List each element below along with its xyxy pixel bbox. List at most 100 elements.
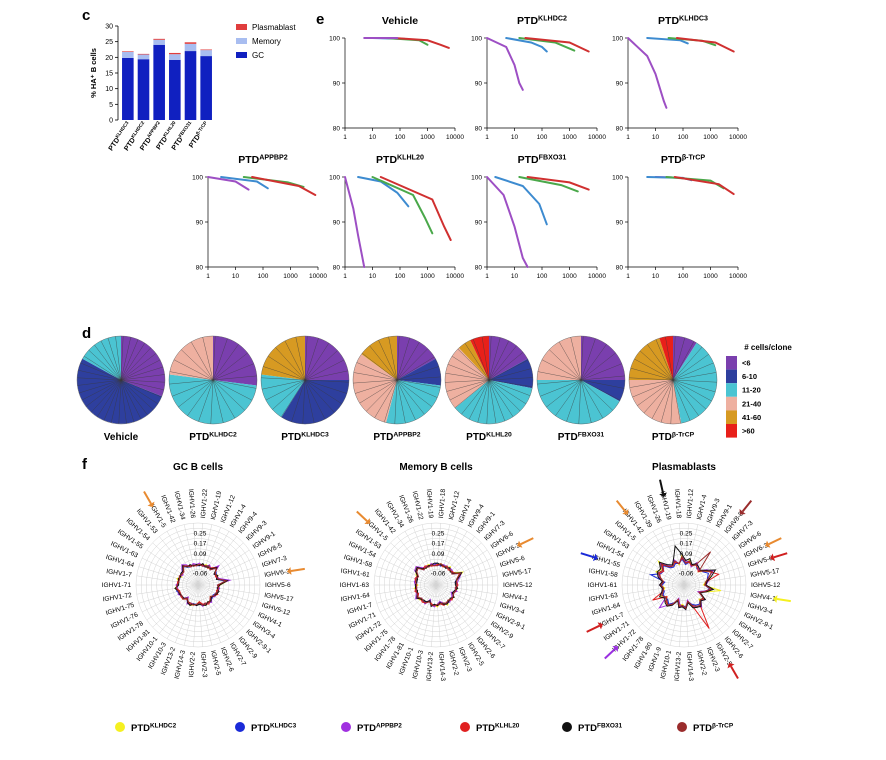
pie-slice: [445, 347, 489, 408]
radar-radial-tick: 0.17: [194, 541, 207, 548]
pie-clone-divider: [120, 379, 154, 411]
pie-clone-divider: [120, 379, 142, 420]
line-x-tick-label: 10000: [729, 273, 747, 280]
radar-radial-tick: -0.06: [431, 570, 446, 577]
pie-clone-divider: [672, 379, 716, 393]
pie-clone-divider: [212, 379, 224, 423]
radar-grid-spoke: [435, 584, 451, 646]
pie-clone-divider: [263, 366, 306, 381]
pie-outline: [628, 335, 718, 425]
radar-grid-spoke: [197, 584, 255, 613]
radar-arrow-head: [770, 553, 775, 562]
pie-clone-divider: [212, 336, 216, 381]
pie-legend-swatch: [726, 369, 737, 384]
pie-clone-divider: [537, 379, 582, 385]
pie-clone-divider: [265, 379, 306, 401]
bar-y-tick-label: 25: [105, 39, 113, 46]
pie-clone-divider: [272, 379, 306, 410]
radar-grid-spoke: [193, 523, 199, 586]
line-subplot-title-main: PTD: [518, 154, 539, 166]
radar-grid-spoke: [183, 524, 199, 586]
bar-segment-memory: [137, 54, 150, 60]
pie-slice: [537, 336, 581, 380]
radar-radial-tick: 0.09: [432, 551, 445, 558]
radar-legend-label-sup: KLHDC2: [150, 723, 177, 730]
pie-clone-divider: [566, 379, 582, 422]
pie-clone-divider: [660, 379, 674, 423]
line-x-tick-label: 1000: [703, 273, 718, 280]
pie-clone-divider: [558, 341, 582, 381]
pie-clone-divider: [672, 362, 714, 381]
panel-letter-f: f: [82, 456, 88, 473]
pie-clone-divider: [212, 379, 236, 419]
pie-clone-divider: [120, 342, 146, 381]
radar-axis-label: IGHV1-63: [588, 592, 618, 603]
pie-clone-divider: [449, 379, 490, 401]
radar-axis-label: IGHV1-63: [340, 582, 370, 589]
line-y-tick-label: 80: [616, 265, 624, 272]
pie-clone-divider: [388, 336, 398, 381]
pie-clone-divider: [672, 337, 686, 381]
pie-legend-label: 21-40: [742, 399, 761, 408]
pie-clone-divider: [178, 379, 214, 408]
radar-grid-spoke: [683, 527, 707, 586]
radar-axis-label: IGHV5-17: [264, 592, 294, 603]
radar-grid-spoke: [661, 584, 685, 643]
pie-clone-divider: [111, 379, 122, 423]
pie-clone-divider: [396, 379, 433, 407]
line-series-red: [251, 176, 317, 196]
radar-axis-label: IGHV5-6: [265, 582, 291, 589]
radar-grid-spoke: [435, 584, 468, 639]
panel-letter-c: c: [82, 7, 90, 24]
pie-clone-divider: [488, 336, 492, 381]
pie-clone-divider: [672, 341, 695, 381]
pie-clone-divider: [212, 338, 228, 381]
pie-outline: [168, 335, 258, 425]
radar-axis-label: IGHV10-1: [660, 649, 673, 679]
radar-grid-spoke: [683, 584, 707, 643]
pie-charts-panel-d: Vehicle PTDKLHDC2 PTDKLHDC3 PTDAPPBP2 PTDKLH…: [76, 335, 792, 443]
pie-clone-divider: [181, 349, 214, 381]
line-x-tick-label: 1: [626, 273, 630, 280]
line-series-blue: [505, 37, 548, 53]
pie-clone-divider: [488, 340, 510, 381]
radar-legend-label-main: PTD: [476, 723, 495, 734]
radar-arrow-shaft: [659, 479, 665, 494]
radar-axis-label: IGHV2-2: [695, 650, 708, 677]
pie-clone-divider: [672, 336, 676, 381]
bar-category-label-sup: KLHDC2: [130, 120, 146, 140]
pie-clone-divider: [481, 336, 490, 381]
pie-chart: Vehicle: [76, 335, 166, 443]
panel-letter-e: e: [316, 11, 324, 28]
pie-clone-divider: [629, 379, 674, 388]
radar-grid-spoke: [652, 531, 685, 586]
line-x-tick-label: 100: [537, 134, 548, 141]
radar-legend-marker: [460, 722, 470, 732]
line-x-tick-label: 10: [652, 273, 660, 280]
radar-grid-spoke: [435, 542, 482, 586]
pie-clone-divider: [488, 345, 517, 381]
line-y-tick-label: 100: [329, 175, 340, 182]
pie-clone-divider: [107, 337, 122, 381]
radar-legend-marker: [562, 722, 572, 732]
pie-clone-divider: [304, 350, 338, 381]
radar-grid-spoke: [435, 584, 493, 613]
pie-clone-divider: [304, 379, 326, 420]
radar-grid-spoke: [175, 584, 199, 643]
pie-legend-swatch: [726, 424, 737, 438]
pie-clone-divider: [446, 379, 490, 392]
line-subplot-title-sup: β-TrCP: [682, 153, 706, 161]
line-subplot-title-sup: APPBP2: [259, 153, 288, 161]
line-x-tick-label: 10: [511, 273, 519, 280]
radar-arrow-head: [147, 501, 155, 508]
radar-axis-label: IGHV1-22: [200, 488, 209, 518]
pie-legend-swatch: [726, 383, 737, 397]
line-subplot-title-sup: KLHDC2: [538, 14, 567, 22]
line-x-tick-label: 1000: [420, 134, 435, 141]
pie-clone-divider: [275, 347, 306, 381]
radar-grid-spoke: [679, 584, 685, 647]
bar-legend-swatch: [236, 38, 247, 44]
pie-slice: [455, 380, 533, 424]
pie-clone-divider: [546, 379, 582, 408]
